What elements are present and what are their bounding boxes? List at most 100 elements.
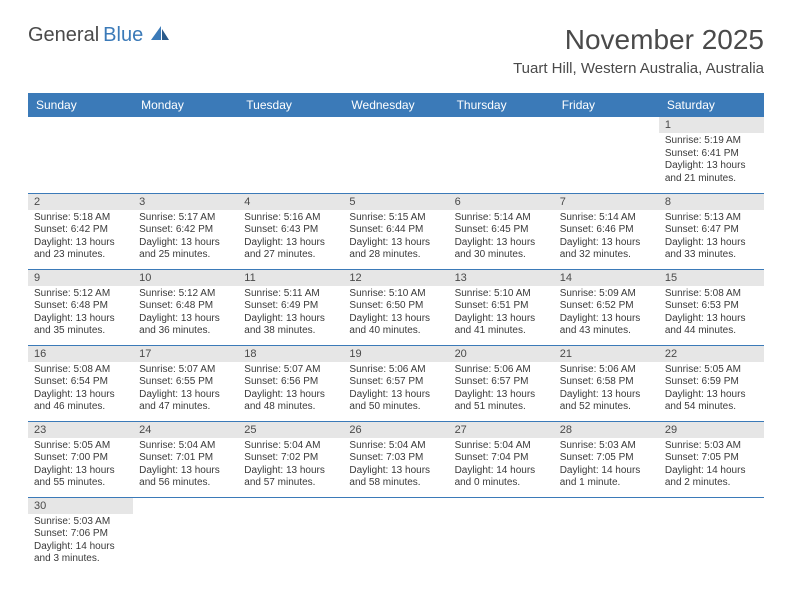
daylight-text: Daylight: 14 hours and 2 minutes.	[665, 465, 758, 490]
day-number: 14	[554, 270, 659, 286]
sunset-text: Sunset: 6:53 PM	[665, 300, 758, 313]
day-number: 16	[28, 346, 133, 362]
sunrise-text: Sunrise: 5:19 AM	[665, 135, 758, 148]
calendar-day: 9Sunrise: 5:12 AMSunset: 6:48 PMDaylight…	[28, 269, 133, 345]
day-content: Sunrise: 5:06 AMSunset: 6:57 PMDaylight:…	[343, 362, 448, 418]
sunrise-text: Sunrise: 5:12 AM	[139, 288, 232, 301]
daylight-text: Daylight: 13 hours and 36 minutes.	[139, 313, 232, 338]
day-number: 21	[554, 346, 659, 362]
sunrise-text: Sunrise: 5:13 AM	[665, 212, 758, 225]
sunrise-text: Sunrise: 5:08 AM	[34, 364, 127, 377]
daylight-text: Daylight: 14 hours and 0 minutes.	[455, 465, 548, 490]
sunrise-text: Sunrise: 5:05 AM	[665, 364, 758, 377]
day-content: Sunrise: 5:08 AMSunset: 6:53 PMDaylight:…	[659, 286, 764, 342]
day-content: Sunrise: 5:06 AMSunset: 6:57 PMDaylight:…	[449, 362, 554, 418]
sunrise-text: Sunrise: 5:07 AM	[139, 364, 232, 377]
sunrise-text: Sunrise: 5:08 AM	[665, 288, 758, 301]
sunrise-text: Sunrise: 5:06 AM	[560, 364, 653, 377]
daylight-text: Daylight: 14 hours and 3 minutes.	[34, 541, 127, 566]
sunrise-text: Sunrise: 5:05 AM	[34, 440, 127, 453]
calendar-day: 24Sunrise: 5:04 AMSunset: 7:01 PMDayligh…	[133, 421, 238, 497]
daylight-text: Daylight: 13 hours and 54 minutes.	[665, 389, 758, 414]
day-content: Sunrise: 5:14 AMSunset: 6:45 PMDaylight:…	[449, 210, 554, 266]
daylight-text: Daylight: 13 hours and 56 minutes.	[139, 465, 232, 490]
day-number: 8	[659, 194, 764, 210]
calendar-day: 28Sunrise: 5:03 AMSunset: 7:05 PMDayligh…	[554, 421, 659, 497]
sunrise-text: Sunrise: 5:04 AM	[139, 440, 232, 453]
day-content: Sunrise: 5:04 AMSunset: 7:03 PMDaylight:…	[343, 438, 448, 494]
calendar-day: 5Sunrise: 5:15 AMSunset: 6:44 PMDaylight…	[343, 193, 448, 269]
calendar-empty	[238, 117, 343, 193]
day-content: Sunrise: 5:11 AMSunset: 6:49 PMDaylight:…	[238, 286, 343, 342]
daylight-text: Daylight: 13 hours and 25 minutes.	[139, 237, 232, 262]
calendar-day: 27Sunrise: 5:04 AMSunset: 7:04 PMDayligh…	[449, 421, 554, 497]
daylight-text: Daylight: 13 hours and 23 minutes.	[34, 237, 127, 262]
calendar-empty	[343, 117, 448, 193]
calendar-day: 18Sunrise: 5:07 AMSunset: 6:56 PMDayligh…	[238, 345, 343, 421]
calendar-body: 1Sunrise: 5:19 AMSunset: 6:41 PMDaylight…	[28, 117, 764, 573]
daylight-text: Daylight: 13 hours and 48 minutes.	[244, 389, 337, 414]
logo-text-general: General	[28, 24, 99, 47]
day-header: Friday	[554, 93, 659, 117]
sunset-text: Sunset: 7:00 PM	[34, 452, 127, 465]
sunrise-text: Sunrise: 5:11 AM	[244, 288, 337, 301]
sunrise-text: Sunrise: 5:04 AM	[455, 440, 548, 453]
daylight-text: Daylight: 13 hours and 55 minutes.	[34, 465, 127, 490]
day-number: 29	[659, 422, 764, 438]
day-content: Sunrise: 5:12 AMSunset: 6:48 PMDaylight:…	[133, 286, 238, 342]
day-number: 18	[238, 346, 343, 362]
calendar-day: 26Sunrise: 5:04 AMSunset: 7:03 PMDayligh…	[343, 421, 448, 497]
day-number: 20	[449, 346, 554, 362]
day-content: Sunrise: 5:18 AMSunset: 6:42 PMDaylight:…	[28, 210, 133, 266]
day-number: 4	[238, 194, 343, 210]
day-content: Sunrise: 5:07 AMSunset: 6:55 PMDaylight:…	[133, 362, 238, 418]
calendar-day: 1Sunrise: 5:19 AMSunset: 6:41 PMDaylight…	[659, 117, 764, 193]
sunrise-text: Sunrise: 5:14 AM	[560, 212, 653, 225]
day-content: Sunrise: 5:05 AMSunset: 7:00 PMDaylight:…	[28, 438, 133, 494]
daylight-text: Daylight: 13 hours and 40 minutes.	[349, 313, 442, 338]
day-number: 9	[28, 270, 133, 286]
calendar-day: 11Sunrise: 5:11 AMSunset: 6:49 PMDayligh…	[238, 269, 343, 345]
sunset-text: Sunset: 7:03 PM	[349, 452, 442, 465]
day-content: Sunrise: 5:04 AMSunset: 7:02 PMDaylight:…	[238, 438, 343, 494]
day-number: 7	[554, 194, 659, 210]
calendar-empty	[554, 497, 659, 573]
day-content: Sunrise: 5:13 AMSunset: 6:47 PMDaylight:…	[659, 210, 764, 266]
day-number: 11	[238, 270, 343, 286]
sunset-text: Sunset: 6:43 PM	[244, 224, 337, 237]
title-block: November 2025 Tuart Hill, Western Austra…	[513, 24, 764, 77]
day-header: Tuesday	[238, 93, 343, 117]
sunset-text: Sunset: 6:45 PM	[455, 224, 548, 237]
day-number: 5	[343, 194, 448, 210]
day-content: Sunrise: 5:03 AMSunset: 7:05 PMDaylight:…	[554, 438, 659, 494]
day-number: 28	[554, 422, 659, 438]
daylight-text: Daylight: 13 hours and 32 minutes.	[560, 237, 653, 262]
daylight-text: Daylight: 14 hours and 1 minute.	[560, 465, 653, 490]
day-number: 26	[343, 422, 448, 438]
day-content: Sunrise: 5:05 AMSunset: 6:59 PMDaylight:…	[659, 362, 764, 418]
day-number: 13	[449, 270, 554, 286]
daylight-text: Daylight: 13 hours and 27 minutes.	[244, 237, 337, 262]
location: Tuart Hill, Western Australia, Australia	[513, 60, 764, 77]
day-number: 15	[659, 270, 764, 286]
day-header-row: SundayMondayTuesdayWednesdayThursdayFrid…	[28, 93, 764, 117]
sunrise-text: Sunrise: 5:04 AM	[244, 440, 337, 453]
day-content: Sunrise: 5:04 AMSunset: 7:04 PMDaylight:…	[449, 438, 554, 494]
sunset-text: Sunset: 6:44 PM	[349, 224, 442, 237]
calendar-day: 8Sunrise: 5:13 AMSunset: 6:47 PMDaylight…	[659, 193, 764, 269]
logo-text-blue: Blue	[103, 24, 143, 47]
calendar-day: 23Sunrise: 5:05 AMSunset: 7:00 PMDayligh…	[28, 421, 133, 497]
header: GeneralBlue November 2025 Tuart Hill, We…	[0, 0, 792, 85]
daylight-text: Daylight: 13 hours and 21 minutes.	[665, 160, 758, 185]
calendar-week: 1Sunrise: 5:19 AMSunset: 6:41 PMDaylight…	[28, 117, 764, 193]
sunrise-text: Sunrise: 5:03 AM	[665, 440, 758, 453]
sunrise-text: Sunrise: 5:15 AM	[349, 212, 442, 225]
calendar-week: 9Sunrise: 5:12 AMSunset: 6:48 PMDaylight…	[28, 269, 764, 345]
calendar-day: 13Sunrise: 5:10 AMSunset: 6:51 PMDayligh…	[449, 269, 554, 345]
sunrise-text: Sunrise: 5:04 AM	[349, 440, 442, 453]
sunset-text: Sunset: 6:50 PM	[349, 300, 442, 313]
calendar-week: 30Sunrise: 5:03 AMSunset: 7:06 PMDayligh…	[28, 497, 764, 573]
sunrise-text: Sunrise: 5:10 AM	[349, 288, 442, 301]
day-content: Sunrise: 5:09 AMSunset: 6:52 PMDaylight:…	[554, 286, 659, 342]
day-content: Sunrise: 5:17 AMSunset: 6:42 PMDaylight:…	[133, 210, 238, 266]
